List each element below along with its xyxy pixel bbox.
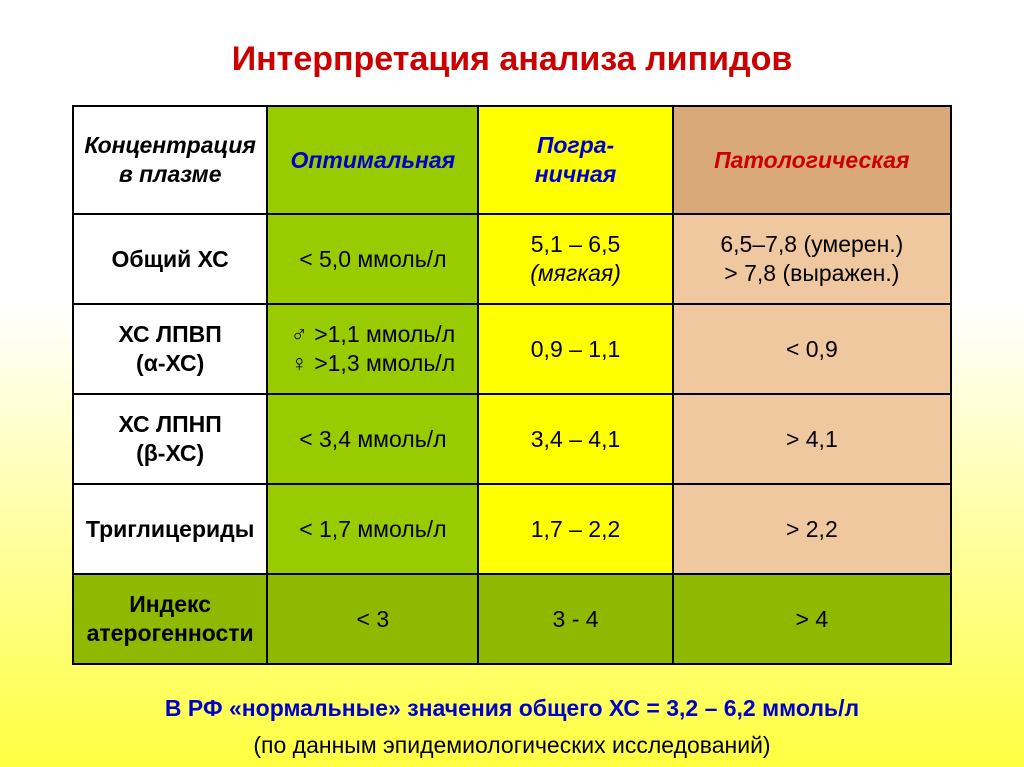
cell-borderline: 3,4 – 4,1	[478, 394, 672, 484]
cell-param: Триглицериды	[73, 484, 267, 574]
lipid-table: Концентрация в плазме Оптимальная Погра-…	[72, 105, 952, 665]
cell-text: ♀ >1,3 ммоль/л	[272, 349, 473, 378]
cell-borderline: 3 - 4	[478, 574, 672, 664]
footnote-secondary: (по данным эпидемиологических исследован…	[253, 732, 770, 759]
page-title: Интерпретация анализа липидов	[232, 40, 793, 79]
cell-param: ХС ЛПВП (α-ХС)	[73, 304, 267, 394]
cell-borderline: 1,7 – 2,2	[478, 484, 672, 574]
cell-text: > 7,8 (выражен.)	[678, 259, 946, 288]
cell-optimal: < 1,7 ммоль/л	[267, 484, 478, 574]
cell-text: < 3,4 ммоль/л	[272, 425, 473, 454]
cell-text: атерогенности	[78, 619, 262, 648]
header-borderline-l1: Погра-	[483, 131, 667, 160]
header-borderline-l2: ничная	[483, 160, 667, 189]
cell-text: (α-ХС)	[78, 349, 262, 378]
cell-optimal: < 5,0 ммоль/л	[267, 214, 478, 304]
cell-pathological: > 2,2	[673, 484, 951, 574]
cell-param: ХС ЛПНП (β-ХС)	[73, 394, 267, 484]
cell-text: 5,1 – 6,5	[483, 230, 667, 259]
header-borderline: Погра- ничная	[478, 106, 672, 214]
cell-text: < 3	[272, 605, 473, 634]
header-pathological: Патологическая	[673, 106, 951, 214]
cell-borderline: 0,9 – 1,1	[478, 304, 672, 394]
cell-text: Общий ХС	[78, 245, 262, 274]
cell-text: 3,4 – 4,1	[483, 425, 667, 454]
table-row: Индекс атерогенности < 3 3 - 4 > 4	[73, 574, 951, 664]
cell-text: < 5,0 ммоль/л	[272, 245, 473, 274]
table-row: Общий ХС < 5,0 ммоль/л 5,1 – 6,5 (мягкая…	[73, 214, 951, 304]
header-param: Концентрация в плазме	[73, 106, 267, 214]
cell-optimal: < 3,4 ммоль/л	[267, 394, 478, 484]
cell-text: < 0,9	[678, 335, 946, 364]
cell-text: ХС ЛПВП	[78, 320, 262, 349]
cell-text: (мягкая)	[483, 259, 667, 288]
cell-pathological: > 4,1	[673, 394, 951, 484]
cell-text: 1,7 – 2,2	[483, 515, 667, 544]
cell-text: > 2,2	[678, 515, 946, 544]
cell-optimal: ♂ >1,1 ммоль/л ♀ >1,3 ммоль/л	[267, 304, 478, 394]
cell-text: 3 - 4	[483, 605, 667, 634]
cell-text: 0,9 – 1,1	[483, 335, 667, 364]
cell-text: ♂ >1,1 ммоль/л	[272, 320, 473, 349]
cell-text: > 4,1	[678, 425, 946, 454]
cell-pathological: 6,5–7,8 (умерен.) > 7,8 (выражен.)	[673, 214, 951, 304]
footnote-primary: В РФ «нормальные» значения общего ХС = 3…	[165, 695, 859, 722]
cell-optimal: < 3	[267, 574, 478, 664]
cell-text: Индекс	[78, 590, 262, 619]
cell-param: Индекс атерогенности	[73, 574, 267, 664]
cell-text: (β-ХС)	[78, 439, 262, 468]
table-row: Триглицериды < 1,7 ммоль/л 1,7 – 2,2 > 2…	[73, 484, 951, 574]
cell-pathological: < 0,9	[673, 304, 951, 394]
cell-text: < 1,7 ммоль/л	[272, 515, 473, 544]
header-optimal: Оптимальная	[267, 106, 478, 214]
slide: Интерпретация анализа липидов Концентрац…	[0, 0, 1024, 767]
cell-text: 6,5–7,8 (умерен.)	[678, 230, 946, 259]
cell-param: Общий ХС	[73, 214, 267, 304]
table-row: ХС ЛПВП (α-ХС) ♂ >1,1 ммоль/л ♀ >1,3 ммо…	[73, 304, 951, 394]
header-row: Концентрация в плазме Оптимальная Погра-…	[73, 106, 951, 214]
cell-borderline: 5,1 – 6,5 (мягкая)	[478, 214, 672, 304]
cell-text: ХС ЛПНП	[78, 410, 262, 439]
cell-text: Триглицериды	[78, 515, 262, 544]
cell-pathological: > 4	[673, 574, 951, 664]
cell-text: > 4	[678, 605, 946, 634]
table-row: ХС ЛПНП (β-ХС) < 3,4 ммоль/л 3,4 – 4,1 >…	[73, 394, 951, 484]
